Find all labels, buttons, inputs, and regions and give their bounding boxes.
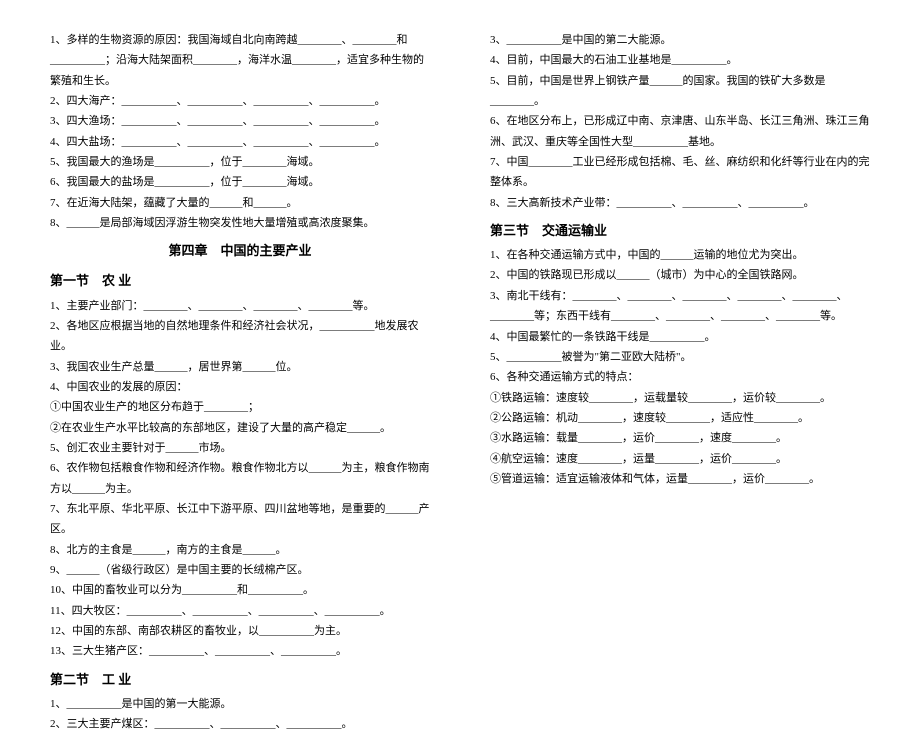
text-line: 1、主要产业部门：________、________、________、____… bbox=[50, 296, 430, 316]
text-line: 5、创汇农业主要针对于______市场。 bbox=[50, 438, 430, 458]
text-line: ①中国农业生产的地区分布趋于________； bbox=[50, 397, 430, 417]
text-line: 3、四大渔场：__________、__________、__________、… bbox=[50, 111, 430, 131]
text-line: 2、四大海产：__________、__________、__________、… bbox=[50, 91, 430, 111]
section-title-s1: 第一节 农 业 bbox=[50, 269, 430, 293]
section-title-s3: 第三节 交通运输业 bbox=[490, 219, 870, 243]
text-line: 4、目前，中国最大的石油工业基地是__________。 bbox=[490, 50, 870, 70]
text-line: 2、中国的铁路现已形成以______（城市）为中心的全国铁路网。 bbox=[490, 265, 870, 285]
text-line: ④航空运输：速度________，运量________，运价________。 bbox=[490, 449, 870, 469]
chapter-title: 第四章 中国的主要产业 bbox=[50, 239, 430, 263]
text-line: 3、我国农业生产总量______，居世界第______位。 bbox=[50, 357, 430, 377]
text-line: ②公路运输：机动________，速度较________，适应性________… bbox=[490, 408, 870, 428]
text-line: 5、目前，中国是世界上钢铁产量______的国家。我国的铁矿大多数是______… bbox=[490, 71, 870, 112]
text-line: 9、______（省级行政区）是中国主要的长绒棉产区。 bbox=[50, 560, 430, 580]
text-line: 5、__________被誉为"第二亚欧大陆桥"。 bbox=[490, 347, 870, 367]
text-line: ⑤管道运输：适宜运输液体和气体，运量________，运价________。 bbox=[490, 469, 870, 489]
text-line: 4、中国最繁忙的一条铁路干线是__________。 bbox=[490, 327, 870, 347]
text-line: 11、四大牧区：__________、__________、__________… bbox=[50, 601, 430, 621]
left-column: 1、多样的生物资源的原因：我国海域自北向南跨越________、________… bbox=[0, 0, 460, 647]
text-line: 8、三大高新技术产业带：__________、__________、______… bbox=[490, 193, 870, 213]
text-line: 8、北方的主食是______，南方的主食是______。 bbox=[50, 540, 430, 560]
text-line: 1、__________是中国的第一大能源。 bbox=[50, 694, 430, 714]
text-line: 7、在近海大陆架，蕴藏了大量的______和______。 bbox=[50, 193, 430, 213]
text-line: 6、农作物包括粮食作物和经济作物。粮食作物北方以______为主，粮食作物南方以… bbox=[50, 458, 430, 499]
right-column: 3、__________是中国的第二大能源。 4、目前，中国最大的石油工业基地是… bbox=[460, 0, 920, 647]
text-line: 7、东北平原、华北平原、长江中下游平原、四川盆地等地，是重要的______产区。 bbox=[50, 499, 430, 540]
text-line: 7、中国________工业已经形成包括棉、毛、丝、麻纺织和化纤等行业在内的完整… bbox=[490, 152, 870, 193]
text-line: 4、四大盐场：__________、__________、__________、… bbox=[50, 132, 430, 152]
text-line: 3、__________是中国的第二大能源。 bbox=[490, 30, 870, 50]
section-title-s2: 第二节 工 业 bbox=[50, 668, 430, 692]
text-line: ②在农业生产水平比较高的东部地区，建设了大量的高产稳定______。 bbox=[50, 418, 430, 438]
text-line: 6、在地区分布上，已形成辽中南、京津唐、山东半岛、长江三角洲、珠江三角洲、武汉、… bbox=[490, 111, 870, 152]
text-line: 2、各地区应根据当地的自然地理条件和经济社会状况，__________地发展农业… bbox=[50, 316, 430, 357]
text-line: 1、在各种交通运输方式中，中国的______运输的地位尤为突出。 bbox=[490, 245, 870, 265]
text-line: 5、我国最大的渔场是__________，位于________海域。 bbox=[50, 152, 430, 172]
text-line: 1、多样的生物资源的原因：我国海域自北向南跨越________、________… bbox=[50, 30, 430, 91]
text-line: 6、各种交通运输方式的特点： bbox=[490, 367, 870, 387]
text-line: 10、中国的畜牧业可以分为__________和__________。 bbox=[50, 580, 430, 600]
text-line: 8、______是局部海域因浮游生物突发性地大量增殖或高浓度聚集。 bbox=[50, 213, 430, 233]
text-line: 6、我国最大的盐场是__________，位于________海域。 bbox=[50, 172, 430, 192]
text-line: ③水路运输：载量________，运价________，速度________。 bbox=[490, 428, 870, 448]
text-line: 4、中国农业的发展的原因： bbox=[50, 377, 430, 397]
text-line: 2、三大主要产煤区：__________、__________、________… bbox=[50, 714, 430, 734]
text-line: ①铁路运输：速度较________，运载量较________，运价较______… bbox=[490, 388, 870, 408]
text-line: 12、中国的东部、南部农耕区的畜牧业，以__________为主。 bbox=[50, 621, 430, 641]
text-line: 3、南北干线有：________、________、________、_____… bbox=[490, 286, 870, 327]
text-line: 13、三大生猪产区：__________、__________、________… bbox=[50, 641, 430, 661]
